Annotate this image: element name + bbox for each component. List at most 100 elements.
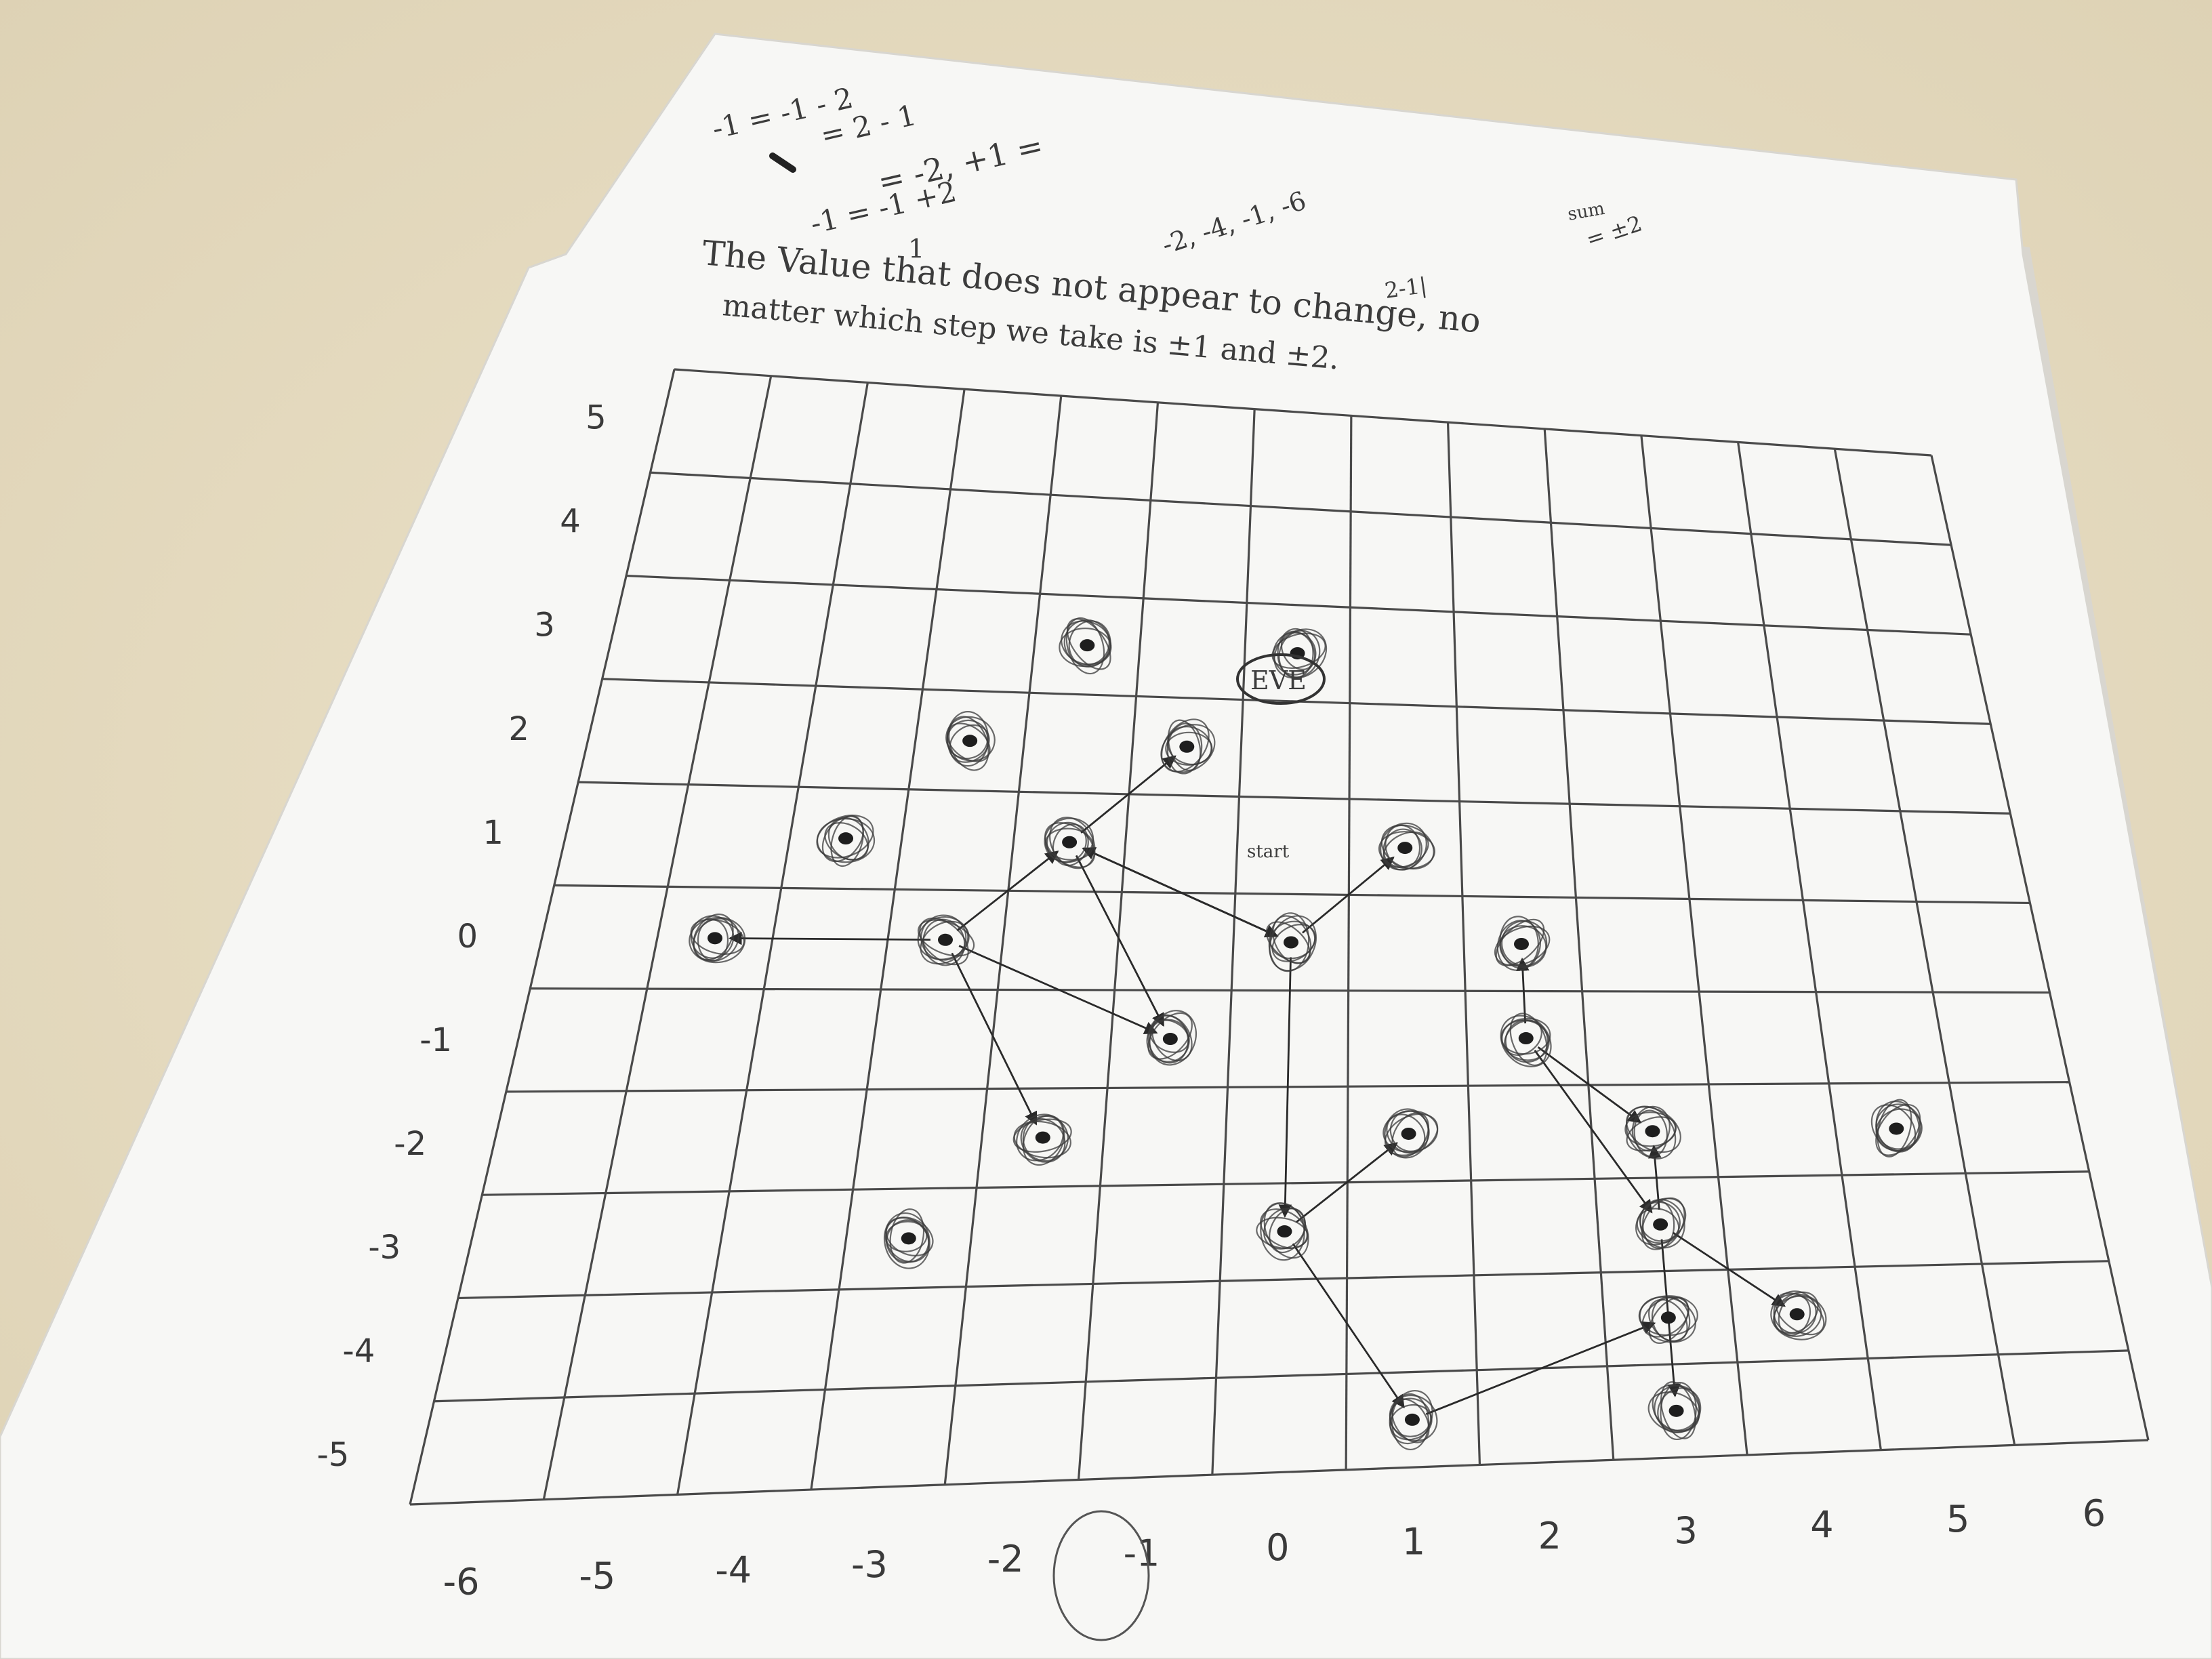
point-center	[1035, 1131, 1050, 1144]
point-scribble	[1265, 921, 1311, 964]
grid-vertical-line	[1211, 409, 1256, 1475]
y-axis-label: 1	[483, 814, 504, 852]
point-scribble	[1770, 1293, 1827, 1340]
point-scribble	[1386, 1113, 1426, 1154]
y-axis-label: 4	[560, 503, 581, 541]
paper-sheet	[0, 33, 2212, 1659]
y-axis-label: 0	[457, 918, 478, 956]
path-arrow	[1425, 1321, 1656, 1416]
point-scribble	[1063, 619, 1110, 666]
point-scribble	[1633, 1109, 1668, 1158]
plotted-point	[1146, 1010, 1197, 1066]
y-axis-label: -5	[316, 1436, 349, 1474]
path-arrow	[1537, 1046, 1642, 1124]
plotted-point	[1624, 1105, 1681, 1160]
path-arrow	[1082, 847, 1279, 938]
grid-vertical-line	[1077, 402, 1160, 1480]
sentence-aside: 2-1|	[1383, 272, 1429, 304]
grid-horizontal-line	[409, 1439, 2149, 1506]
point-center	[1645, 1125, 1660, 1138]
plotted-point	[1389, 1389, 1438, 1451]
grid-vertical-line	[542, 375, 773, 1500]
point-center	[962, 735, 978, 747]
point-center	[1401, 1127, 1416, 1140]
point-scribble	[1641, 1197, 1685, 1250]
point-scribble	[1626, 1116, 1677, 1152]
plotted-point	[816, 815, 876, 867]
point-scribble	[1877, 1099, 1912, 1158]
path-arrow	[1080, 755, 1176, 834]
point-center	[838, 832, 854, 845]
x-axis-label: 5	[1946, 1498, 1969, 1540]
point-scribble	[1504, 1019, 1549, 1063]
point-center	[1162, 1033, 1178, 1046]
point-center	[1284, 936, 1298, 949]
point-scribble	[1269, 1208, 1306, 1254]
x-axis-label: 0	[1266, 1526, 1289, 1569]
plotted-point	[1256, 1202, 1309, 1261]
path-arrow	[1295, 1142, 1398, 1223]
grid-vertical-line	[409, 369, 676, 1505]
plotted-point	[1770, 1290, 1827, 1340]
start-label: start	[1247, 842, 1290, 862]
path-arrow	[1302, 856, 1395, 934]
grid-vertical-line	[1345, 415, 1353, 1470]
point-scribble	[691, 915, 735, 959]
plotted-point	[945, 711, 996, 771]
grid-horizontal-line	[650, 471, 1952, 546]
y-axis-label: 5	[586, 399, 607, 437]
point-center	[1277, 1225, 1292, 1238]
pencil-mark	[769, 152, 796, 173]
eve-label: EVE	[1250, 665, 1307, 695]
plotted-point	[1012, 1113, 1072, 1166]
point-scribble	[1044, 817, 1094, 863]
grid-vertical-line	[943, 395, 1063, 1485]
point-scribble	[1660, 1381, 1696, 1439]
point-scribble	[949, 724, 990, 763]
point-center	[1660, 1311, 1676, 1324]
plotted-point	[1265, 912, 1317, 972]
point-scribble	[1385, 824, 1421, 868]
grid-horizontal-line	[457, 1260, 2109, 1300]
point-center	[938, 933, 953, 946]
point-scribble	[1626, 1106, 1681, 1153]
x-axis-label: 4	[1810, 1503, 1833, 1546]
point-scribble	[1273, 632, 1317, 676]
point-scribble	[1875, 1108, 1923, 1151]
path-arrow	[956, 851, 1059, 932]
plotted-point	[1059, 617, 1112, 675]
x-axis-label: -4	[715, 1549, 752, 1592]
path-arrows	[729, 755, 1786, 1416]
grid-vertical-line	[1543, 428, 1615, 1460]
path-arrow	[951, 952, 1038, 1126]
plotted-point	[1647, 1381, 1702, 1441]
plotted-point	[689, 914, 746, 964]
grid-vertical-line	[1930, 455, 2150, 1441]
y-axis-label: 2	[508, 710, 529, 748]
point-scribble	[1380, 822, 1427, 871]
plotted-point	[1494, 916, 1551, 971]
eve-bubble	[1236, 653, 1326, 705]
point-center	[1653, 1218, 1668, 1231]
y-axis-label: 3	[534, 607, 555, 644]
y-axis-label: -4	[342, 1332, 375, 1370]
point-scribble	[1167, 719, 1202, 771]
point-scribble	[922, 918, 966, 966]
path-arrow	[1534, 1050, 1653, 1214]
point-scribble	[1271, 924, 1316, 962]
point-scribble	[1012, 1118, 1072, 1153]
point-center	[1179, 740, 1195, 753]
point-center	[1789, 1308, 1805, 1321]
point-scribble	[1052, 823, 1089, 867]
y-axis-label: -1	[419, 1021, 452, 1059]
point-scribble	[1495, 918, 1545, 966]
plotted-points	[689, 617, 1923, 1451]
point-scribble	[1066, 618, 1111, 670]
x-axis-label: 3	[1674, 1509, 1697, 1552]
point-scribble	[1501, 920, 1548, 967]
grid-horizontal-line	[674, 368, 1932, 457]
grid-horizontal-line	[626, 574, 1971, 636]
grid-horizontal-line	[554, 884, 2030, 905]
point-scribble	[1020, 1118, 1066, 1163]
x-axis-label: -6	[443, 1560, 480, 1603]
